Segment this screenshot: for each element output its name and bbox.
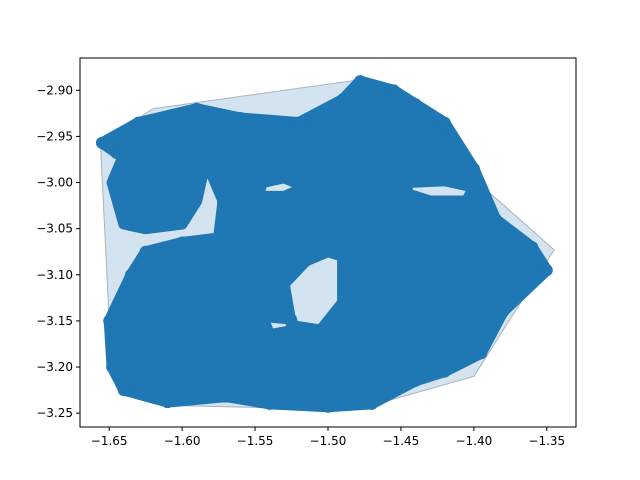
y-tick-label: −2.95: [36, 129, 73, 143]
scatter-point: [292, 116, 305, 129]
y-tick-label: −3.10: [36, 268, 73, 282]
scatter-point: [176, 236, 189, 249]
scatter-point: [322, 400, 334, 413]
scatter-point: [146, 130, 159, 143]
scatter-point: [139, 245, 152, 258]
scatter-point: [365, 397, 378, 410]
scatter-point: [387, 84, 400, 97]
x-tick-label: −1.45: [383, 434, 420, 448]
x-tick-label: −1.40: [455, 434, 492, 448]
scatter-point: [110, 147, 123, 159]
y-tick-label: −2.90: [36, 83, 73, 97]
scatter-point: [103, 314, 116, 327]
scatter-point: [176, 135, 189, 147]
x-axis: −1.65 −1.60 −1.55 −1.50 −1.45 −1.40 −1.35: [91, 427, 565, 448]
scatter-point: [161, 396, 174, 409]
x-tick-label: −1.60: [164, 434, 201, 448]
y-axis: −2.90 −2.95 −3.00 −3.05 −3.10 −3.15 −3.20 −3.25: [36, 83, 80, 420]
scatter-point: [125, 268, 138, 281]
scatter-point: [234, 112, 247, 124]
scatter-point: [190, 102, 203, 115]
scatter-point: [117, 384, 130, 397]
scatter-point: [438, 116, 451, 129]
y-tick-label: −3.05: [36, 222, 73, 236]
scatter-point: [217, 195, 229, 207]
y-tick-label: −3.00: [36, 176, 73, 190]
scatter-point: [205, 167, 218, 180]
scatter-point-cloud-0: [96, 75, 553, 413]
x-tick-label: −1.55: [237, 434, 274, 448]
data-layer: [95, 75, 555, 413]
scatter-point: [438, 365, 451, 378]
x-tick-label: −1.65: [91, 434, 128, 448]
y-tick-label: −3.20: [36, 360, 73, 374]
x-tick-label: −1.50: [310, 434, 347, 448]
scatter-point: [475, 347, 488, 360]
scatter-point: [95, 136, 108, 149]
scatter-point: [336, 93, 349, 106]
scatter-point: [354, 75, 367, 88]
plot-area: [79, 57, 577, 428]
scatter-point: [489, 213, 502, 226]
scatter-point: [132, 116, 145, 129]
scatter-point: [219, 390, 232, 403]
x-tick-label: −1.35: [528, 434, 565, 448]
scatter-point: [409, 98, 422, 111]
scatter-point: [212, 231, 225, 244]
scatter-point: [540, 264, 553, 277]
scatter-point: [263, 397, 276, 410]
scatter-point: [497, 305, 510, 318]
y-tick-label: −3.25: [36, 406, 73, 420]
scatter-point: [526, 241, 539, 254]
scatter-point: [467, 162, 480, 175]
y-tick-label: −3.15: [36, 314, 73, 328]
scatter-point: [106, 361, 119, 373]
scatter-point: [409, 374, 422, 387]
